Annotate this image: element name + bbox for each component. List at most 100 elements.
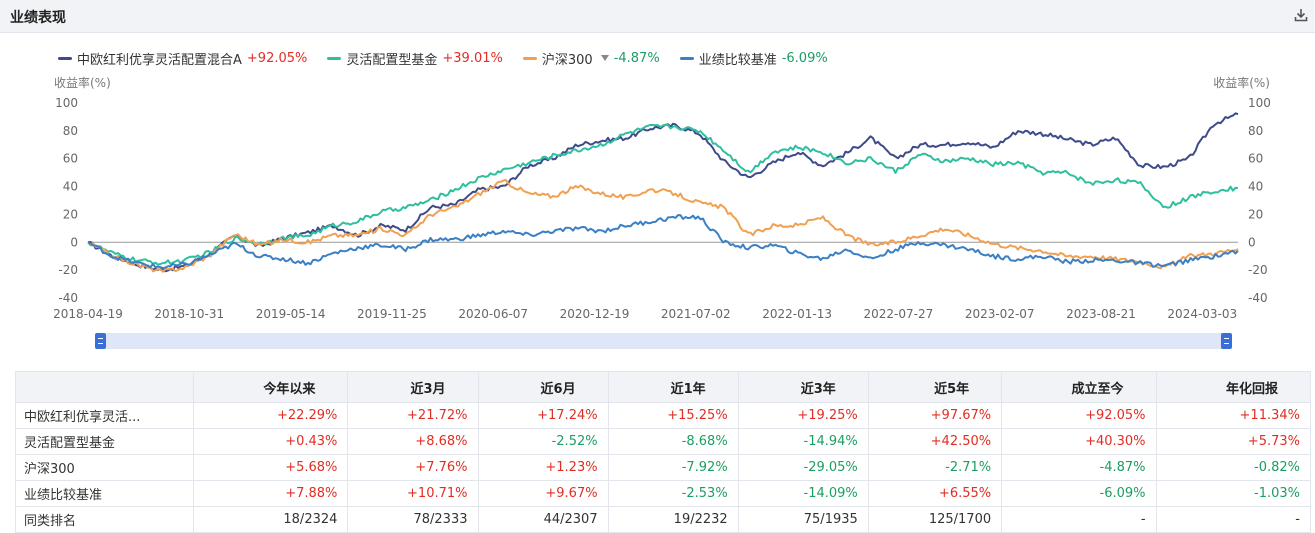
y-tick-label-left: 0 (70, 235, 78, 249)
table-cell: +11.34% (1155, 402, 1312, 429)
y-axis-title-right: 收益率(%) (1213, 75, 1270, 90)
download-icon[interactable] (1293, 7, 1309, 23)
range-slider-handle-start[interactable] (95, 333, 106, 349)
table-cell: 19/2232 (607, 506, 739, 533)
table-cell: 75/1935 (737, 506, 869, 533)
x-tick-label: 2019-05-14 (256, 307, 326, 321)
legend-item-index[interactable]: 沪深300 -4.87% (522, 49, 660, 68)
legend-label: 业绩比较基准 (698, 52, 777, 68)
column-header: 近3年 (737, 371, 869, 403)
panel-title: 业绩表现 (10, 10, 66, 26)
row-label: 同类排名 (15, 506, 194, 533)
legend-swatch (327, 56, 342, 60)
row-label: 沪深300 (15, 454, 194, 481)
table-cell: +1.23% (477, 454, 609, 481)
series-line-2 (87, 178, 1239, 273)
legend-swatch (679, 56, 694, 60)
column-header: 近3月 (347, 371, 479, 403)
legend-value: +92.05% (246, 50, 308, 66)
legend-label: 中欧红利优享灵活配置混合A (77, 52, 242, 68)
series-line-3 (87, 214, 1239, 270)
x-tick-label: 2019-11-25 (357, 307, 427, 321)
legend-label: 灵活配置型基金 (346, 52, 438, 68)
table-cell: -29.05% (737, 454, 869, 481)
table-corner (15, 371, 194, 403)
y-tick-label-right: 100 (1248, 96, 1271, 110)
table-cell: +10.71% (347, 480, 479, 507)
x-tick-label: 2018-10-31 (154, 307, 224, 321)
panel-header: 业绩表现 (0, 0, 1315, 33)
y-tick-label-left: 40 (63, 180, 78, 194)
table-cell: +9.67% (477, 480, 609, 507)
x-tick-label: 2023-02-07 (965, 307, 1035, 321)
table-row: 沪深300 +5.68% +7.76% +1.23% -7.92% -29.05… (15, 454, 1312, 481)
table-cell: -2.71% (867, 454, 1003, 481)
column-header: 近1年 (607, 371, 739, 403)
table-cell: +19.25% (737, 402, 869, 429)
y-tick-label-left: 80 (63, 124, 78, 138)
y-tick-label-right: 20 (1248, 207, 1263, 221)
y-tick-label-right: 80 (1248, 124, 1263, 138)
table-cell: 44/2307 (477, 506, 609, 533)
legend-swatch (58, 56, 72, 60)
table-cell: 78/2333 (347, 506, 479, 533)
table-row: 业绩比较基准 +7.88% +10.71% +9.67% -2.53% -14.… (15, 480, 1312, 507)
x-tick-label: 2022-07-27 (864, 307, 934, 321)
table-cell: -2.52% (477, 428, 609, 455)
table-cell: +0.43% (192, 428, 349, 455)
y-axis-title-left: 收益率(%) (54, 75, 111, 90)
x-tick-label: 2020-12-19 (560, 307, 630, 321)
legend-label: 沪深300 (541, 52, 593, 68)
series-line-0 (87, 112, 1239, 273)
chevron-down-icon[interactable] (600, 55, 609, 61)
column-header: 近6月 (477, 371, 609, 403)
x-tick-label: 2022-01-13 (762, 307, 832, 321)
performance-table: 今年以来 近3月 近6月 近1年 近3年 近5年 成立至今 年化回报 中欧红利优… (15, 371, 1312, 533)
table-cell: 125/1700 (867, 506, 1003, 533)
x-tick-label: 2020-06-07 (458, 307, 528, 321)
table-cell: -4.87% (1001, 454, 1157, 481)
table-row: 中欧红利优享灵活... +22.29% +21.72% +17.24% +15.… (15, 402, 1312, 429)
table-cell: -14.09% (737, 480, 869, 507)
table-row: 同类排名 18/2324 78/2333 44/2307 19/2232 75/… (15, 506, 1312, 533)
table-cell: - (1155, 506, 1312, 533)
table-row: 灵活配置型基金 +0.43% +8.68% -2.52% -8.68% -14.… (15, 428, 1312, 455)
legend-item-category[interactable]: 灵活配置型基金 +39.01% (327, 49, 503, 68)
table-header-row: 今年以来 近3月 近6月 近1年 近3年 近5年 成立至今 年化回报 (15, 371, 1312, 403)
legend-value: -6.09% (781, 50, 828, 66)
row-label: 业绩比较基准 (15, 480, 194, 507)
y-tick-label-left: 20 (63, 207, 78, 221)
row-label: 灵活配置型基金 (15, 428, 194, 455)
table-cell: -14.94% (737, 428, 869, 455)
table-cell: -7.92% (607, 454, 739, 481)
legend-value: -4.87% (613, 50, 660, 66)
y-tick-label-left: 60 (63, 152, 78, 166)
table-cell: -6.09% (1001, 480, 1157, 507)
legend-item-fund[interactable]: 中欧红利优享灵活配置混合A +92.05% (58, 49, 307, 68)
x-tick-label: 2023-08-21 (1066, 307, 1136, 321)
table-cell: -8.68% (607, 428, 739, 455)
table-cell: +92.05% (1001, 402, 1157, 429)
table-cell: +42.50% (867, 428, 1003, 455)
table-cell: +7.88% (192, 480, 349, 507)
legend-item-benchmark[interactable]: 业绩比较基准 -6.09% (679, 49, 828, 68)
table-cell: 18/2324 (192, 506, 349, 533)
x-tick-label: 2024-03-03 (1167, 307, 1237, 321)
y-tick-label-right: 0 (1248, 235, 1256, 249)
y-tick-label-right: -40 (1248, 291, 1268, 305)
column-header: 今年以来 (192, 371, 349, 403)
table-cell: +5.73% (1155, 428, 1312, 455)
column-header: 成立至今 (1001, 371, 1157, 403)
table-cell: -1.03% (1155, 480, 1312, 507)
y-tick-label-right: 60 (1248, 152, 1263, 166)
x-tick-label: 2018-04-19 (53, 307, 123, 321)
table-cell: -0.82% (1155, 454, 1312, 481)
y-tick-label-right: 40 (1248, 180, 1263, 194)
range-slider-handle-end[interactable] (1221, 333, 1232, 349)
table-cell: +97.67% (867, 402, 1003, 429)
table-cell: +6.55% (867, 480, 1003, 507)
table-cell: +7.76% (347, 454, 479, 481)
column-header: 年化回报 (1155, 371, 1312, 403)
table-cell: +22.29% (192, 402, 349, 429)
range-slider-track[interactable] (98, 333, 1228, 349)
